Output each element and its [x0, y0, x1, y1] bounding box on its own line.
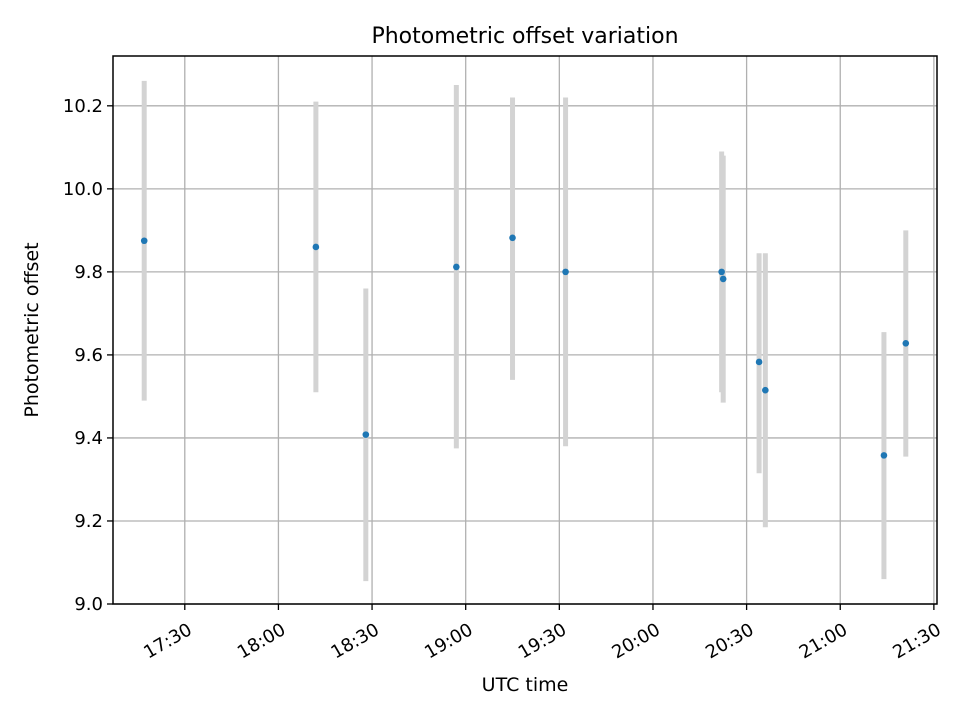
- axis-ticks: 17:30 18:00 18:30 19:00 19:30 20:00 20:30 21:00…: [63, 96, 945, 664]
- data-point: [762, 386, 769, 394]
- plot-frame: [112, 55, 938, 605]
- y-tick-label: 9.8: [74, 262, 103, 283]
- data-point: [140, 237, 148, 245]
- data-point: [509, 234, 516, 242]
- x-tick-label: 19:00: [421, 619, 476, 663]
- data-point: [453, 263, 460, 271]
- x-tick-label: 20:00: [608, 619, 663, 663]
- data-point: [312, 243, 320, 251]
- x-tick-label: 20:30: [702, 619, 757, 663]
- data-point: [718, 268, 725, 276]
- data-point: [362, 431, 370, 438]
- grid: [113, 56, 937, 605]
- data-point: [755, 358, 763, 366]
- x-tick-label: 21:30: [889, 619, 944, 663]
- x-tick-label: 18:30: [328, 619, 383, 663]
- x-tick-label: 19:30: [515, 619, 570, 663]
- data-point: [719, 275, 727, 283]
- y-tick-label: 10.0: [63, 179, 103, 200]
- data-points: [140, 234, 910, 459]
- y-tick-label: 10.2: [63, 96, 103, 117]
- x-tick-label: 18:00: [234, 619, 289, 663]
- data-point: [902, 339, 910, 347]
- x-tick-label: 21:00: [796, 619, 851, 663]
- y-tick-label: 9.0: [74, 594, 103, 615]
- x-tick-label: 17:30: [140, 619, 195, 663]
- y-tick-label: 9.2: [74, 511, 103, 532]
- data-point: [562, 268, 569, 276]
- y-tick-label: 9.6: [74, 345, 103, 366]
- error-bars: [141, 80, 909, 582]
- x-axis-label: UTC time: [482, 674, 569, 696]
- y-axis-label: Photometric offset: [21, 242, 43, 417]
- data-point: [880, 452, 888, 459]
- chart-title: Photometric offset variation: [371, 24, 678, 49]
- y-tick-label: 9.4: [74, 428, 103, 449]
